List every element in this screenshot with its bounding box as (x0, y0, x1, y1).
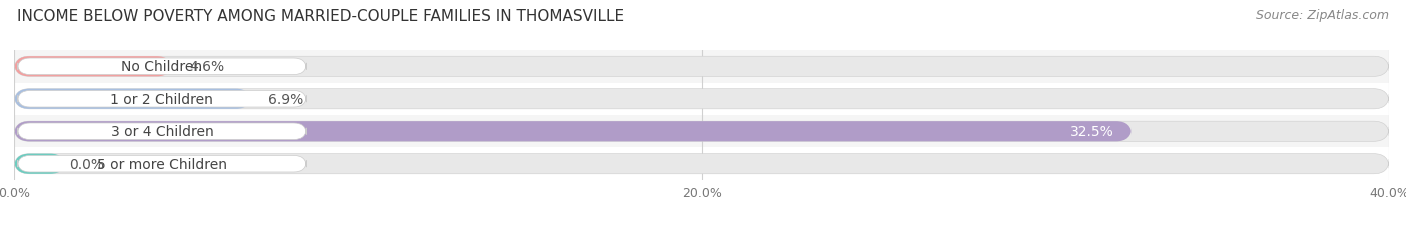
FancyBboxPatch shape (14, 154, 1389, 174)
FancyBboxPatch shape (14, 57, 172, 77)
FancyBboxPatch shape (14, 89, 252, 109)
FancyBboxPatch shape (17, 123, 307, 140)
FancyBboxPatch shape (17, 59, 307, 75)
FancyBboxPatch shape (14, 122, 1389, 142)
Text: 1 or 2 Children: 1 or 2 Children (111, 92, 214, 106)
FancyBboxPatch shape (14, 154, 66, 174)
Bar (14, 148, 1389, 180)
Text: INCOME BELOW POVERTY AMONG MARRIED-COUPLE FAMILIES IN THOMASVILLE: INCOME BELOW POVERTY AMONG MARRIED-COUPL… (17, 9, 624, 24)
Text: No Children: No Children (121, 60, 202, 74)
FancyBboxPatch shape (14, 57, 1389, 77)
Text: 32.5%: 32.5% (1070, 125, 1114, 139)
Text: Source: ZipAtlas.com: Source: ZipAtlas.com (1256, 9, 1389, 22)
FancyBboxPatch shape (17, 156, 307, 172)
Bar (14, 116, 1389, 148)
Bar (14, 51, 1389, 83)
Text: 6.9%: 6.9% (269, 92, 304, 106)
Text: 5 or more Children: 5 or more Children (97, 157, 226, 171)
Text: 0.0%: 0.0% (69, 157, 104, 171)
Bar (14, 83, 1389, 116)
FancyBboxPatch shape (14, 122, 1132, 142)
Text: 3 or 4 Children: 3 or 4 Children (111, 125, 214, 139)
FancyBboxPatch shape (14, 89, 1389, 109)
FancyBboxPatch shape (17, 91, 307, 108)
Text: 4.6%: 4.6% (190, 60, 225, 74)
